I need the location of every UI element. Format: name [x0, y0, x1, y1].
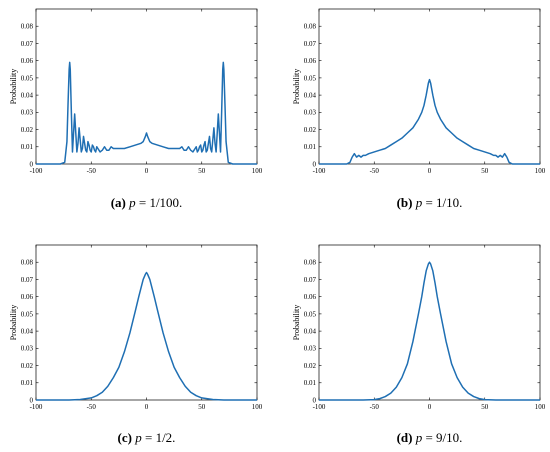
- x-tick-label: 50: [198, 167, 206, 175]
- x-tick-label: -100: [313, 403, 326, 411]
- chart-panel: 0 0.01 0.02 0.03 0.04 0.05 0.06 0.07 0.08 -100 -50…: [9, 8, 263, 210]
- chart-panel: 0 0.01 0.02 0.03 0.04 0.05 0.06 0.07 0.08 -100 -50…: [292, 244, 546, 445]
- y-tick-label: 0.04: [21, 328, 34, 336]
- caption-label: (b): [397, 195, 413, 210]
- y-tick-label: 0.08: [304, 259, 317, 267]
- caption-label: (a): [111, 195, 126, 210]
- series-line: [36, 271, 257, 401]
- y-tick-label: 0.02: [304, 362, 317, 370]
- y-tick-label: 0: [313, 160, 317, 168]
- y-tick-label: 0.06: [21, 293, 34, 301]
- y-tick-label: 0: [30, 396, 34, 404]
- plot-frame: [318, 244, 541, 401]
- y-tick-label: 0.07: [304, 40, 317, 48]
- plot-frame: [318, 8, 541, 165]
- caption-p-value: = 9/10.: [425, 430, 462, 445]
- y-tick-label: 0.04: [304, 328, 317, 336]
- caption-p-symbol: p: [134, 430, 142, 445]
- y-tick-label: 0.02: [21, 126, 34, 134]
- y-tick-label: 0.03: [21, 109, 34, 117]
- y-tick-label: 0: [30, 160, 34, 168]
- y-axis-label: Probability: [9, 305, 18, 341]
- y-tick-label: 0.05: [21, 74, 34, 82]
- x-tick-label: 100: [252, 167, 263, 175]
- x-tick-label: 50: [481, 167, 489, 175]
- y-axis-label: Probability: [292, 305, 301, 341]
- x-tick-label: 0: [428, 403, 432, 411]
- y-tick-label: 0.08: [304, 23, 317, 31]
- panel-caption: (d) p = 9/10.: [397, 430, 463, 445]
- y-tick-label: 0.06: [304, 57, 317, 65]
- x-tick-label: 50: [198, 403, 206, 411]
- caption-p-symbol: p: [415, 195, 423, 210]
- panel-caption: (a) p = 1/100.: [111, 195, 183, 210]
- y-axis-label: Probability: [292, 69, 301, 105]
- series-line: [319, 78, 540, 165]
- caption-label: (c): [118, 430, 132, 445]
- panel-caption: (c) p = 1/2.: [118, 430, 176, 445]
- y-tick-label: 0.05: [304, 74, 317, 82]
- y-tick-label: 0.01: [304, 143, 317, 151]
- caption-p-symbol: p: [415, 430, 423, 445]
- x-tick-label: 0: [428, 167, 432, 175]
- x-tick-label: 100: [252, 403, 263, 411]
- x-tick-label: 100: [535, 167, 546, 175]
- caption-p-value: = 1/100.: [139, 195, 182, 210]
- y-tick-label: 0.02: [304, 126, 317, 134]
- y-tick-label: 0.06: [304, 293, 317, 301]
- y-tick-label: 0.08: [21, 259, 34, 267]
- y-tick-label: 0.07: [21, 276, 34, 284]
- y-tick-label: 0.01: [21, 143, 34, 151]
- y-tick-label: 0.05: [21, 310, 34, 318]
- x-tick-label: 0: [145, 167, 149, 175]
- y-tick-label: 0.04: [21, 92, 34, 100]
- series-line: [36, 61, 257, 165]
- y-tick-label: 0.07: [304, 276, 317, 284]
- y-tick-label: 0.01: [304, 379, 317, 387]
- x-tick-label: -50: [370, 403, 380, 411]
- x-tick-label: 50: [481, 403, 489, 411]
- y-tick-label: 0: [313, 396, 317, 404]
- panel-caption: (b) p = 1/10.: [397, 195, 463, 210]
- x-tick-label: -100: [30, 403, 43, 411]
- x-tick-label: 100: [535, 403, 546, 411]
- y-tick-label: 0.03: [304, 345, 317, 353]
- y-tick-label: 0.06: [21, 57, 34, 65]
- y-tick-label: 0.04: [304, 92, 317, 100]
- caption-p-symbol: p: [128, 195, 136, 210]
- x-tick-label: -100: [30, 167, 43, 175]
- y-tick-label: 0.08: [21, 23, 34, 31]
- caption-p-value: = 1/2.: [145, 430, 175, 445]
- y-tick-label: 0.03: [21, 345, 34, 353]
- y-tick-label: 0.05: [304, 310, 317, 318]
- y-tick-label: 0.03: [304, 109, 317, 117]
- chart-panel: 0 0.01 0.02 0.03 0.04 0.05 0.06 0.07 0.08 -100 -50…: [9, 244, 263, 445]
- y-tick-label: 0.01: [21, 379, 34, 387]
- x-tick-label: 0: [145, 403, 149, 411]
- series-line: [319, 261, 540, 401]
- y-tick-label: 0.07: [21, 40, 34, 48]
- caption-label: (d): [397, 430, 413, 445]
- x-tick-label: -100: [313, 167, 326, 175]
- x-tick-label: -50: [87, 403, 97, 411]
- chart-panel: 0 0.01 0.02 0.03 0.04 0.05 0.06 0.07 0.08 -100 -50…: [292, 8, 546, 210]
- y-tick-label: 0.02: [21, 362, 34, 370]
- y-axis-label: Probability: [9, 69, 18, 105]
- caption-p-value: = 1/10.: [425, 195, 462, 210]
- plot-frame: [35, 244, 258, 401]
- x-tick-label: -50: [370, 167, 380, 175]
- x-tick-label: -50: [87, 167, 97, 175]
